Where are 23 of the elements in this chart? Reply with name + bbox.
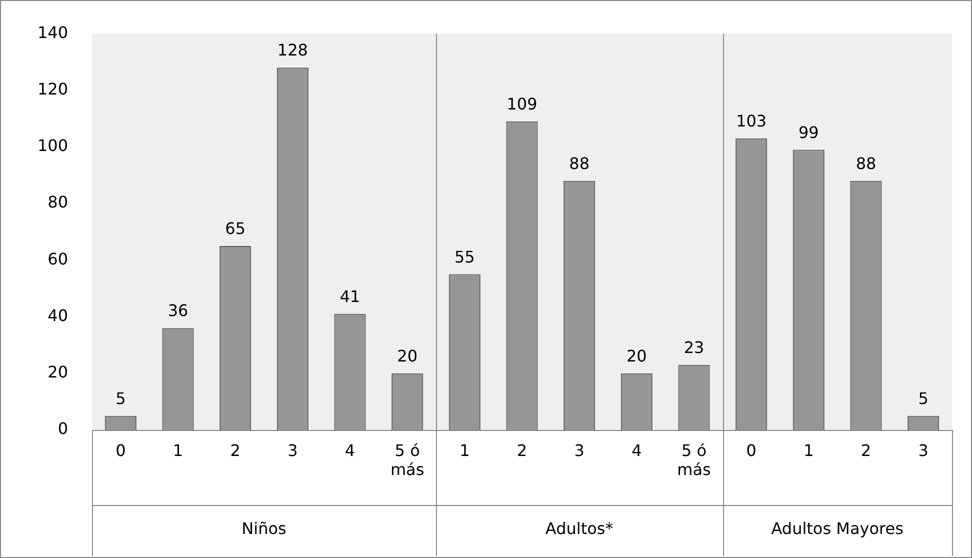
data-label: 23 bbox=[684, 338, 704, 358]
y-tick-label: 140 bbox=[37, 22, 68, 42]
data-label: 5 bbox=[116, 389, 126, 408]
y-tick-label: 120 bbox=[37, 79, 68, 98]
data-label: 36 bbox=[168, 301, 188, 320]
data-label: 55 bbox=[454, 247, 475, 266]
data-label: 128 bbox=[277, 40, 308, 60]
y-tick-label: 20 bbox=[48, 362, 68, 382]
data-label: 103 bbox=[736, 112, 767, 131]
y-tick-label: 0 bbox=[58, 419, 68, 438]
data-label: 88 bbox=[569, 154, 590, 173]
data-label: 109 bbox=[506, 94, 538, 114]
data-label: 5 bbox=[918, 389, 928, 408]
data-label: 20 bbox=[626, 346, 647, 366]
y-tick-label: 100 bbox=[37, 136, 68, 156]
data-label: 41 bbox=[340, 287, 360, 306]
data-label: 65 bbox=[225, 219, 246, 238]
data-label: 88 bbox=[856, 154, 876, 173]
y-tick-label: 40 bbox=[48, 306, 68, 325]
y-tick-label: 80 bbox=[48, 192, 68, 212]
y-tick-label: 60 bbox=[48, 249, 68, 268]
data-label: 99 bbox=[798, 122, 819, 142]
data-label: 20 bbox=[397, 346, 418, 366]
